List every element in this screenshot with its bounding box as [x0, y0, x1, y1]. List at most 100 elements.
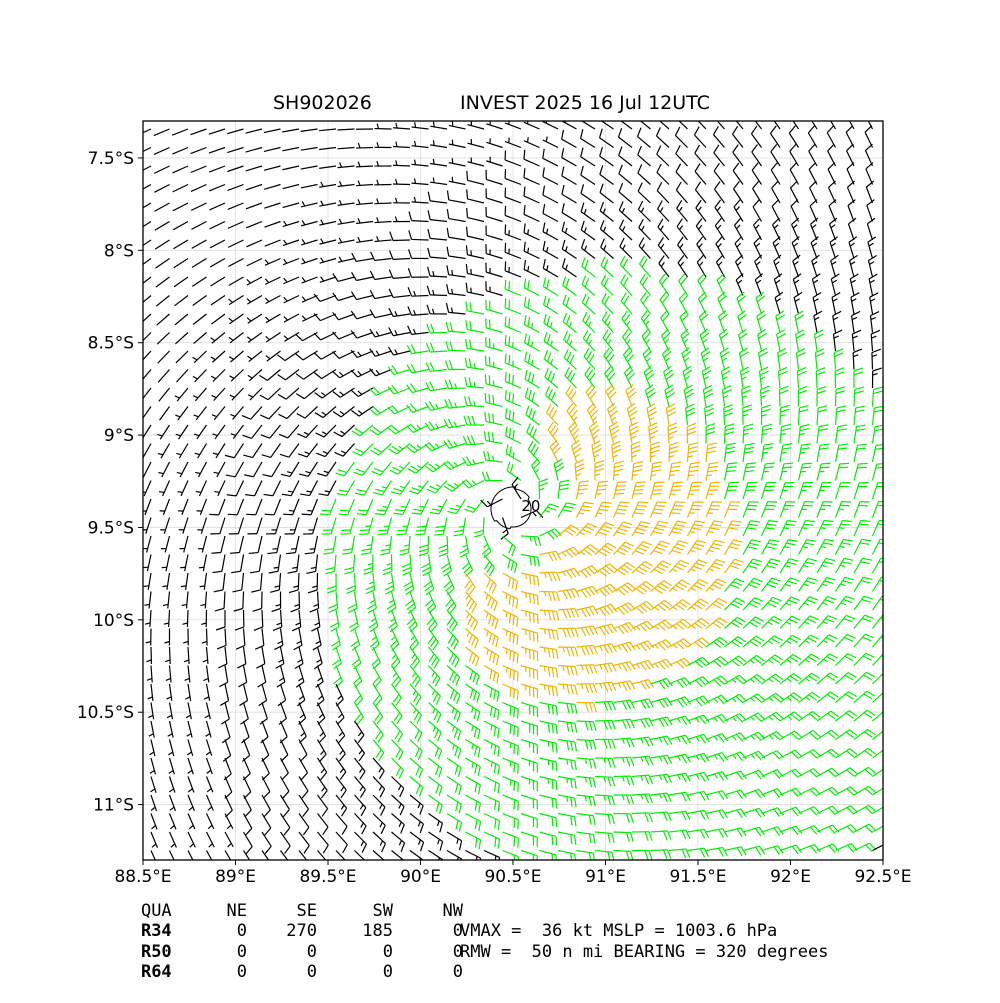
wind-barb [196, 481, 207, 496]
wind-barb [706, 618, 727, 629]
barb-feather [433, 693, 437, 701]
barb-feather [311, 627, 319, 631]
wind-barb [466, 666, 480, 685]
barb-half-feather [622, 208, 624, 213]
barb-feather [859, 524, 868, 525]
wind-barb [703, 385, 713, 406]
wind-barb [229, 314, 244, 324]
wind-barb [612, 441, 621, 462]
wind-barb [264, 148, 281, 152]
barb-feather [375, 489, 384, 491]
barb-half-feather [414, 197, 415, 202]
wind-barb [251, 573, 262, 592]
wind-barb [544, 332, 558, 351]
barb-feather [407, 345, 411, 353]
barb-shaft [225, 684, 229, 701]
wind-barb [214, 481, 225, 496]
barb-feather [608, 664, 612, 672]
barb-shaft [258, 536, 262, 553]
barb-feather [656, 127, 660, 136]
barb-shaft [528, 449, 539, 462]
barb-half-feather [376, 331, 379, 335]
barb-feather [815, 330, 823, 334]
barb-shaft [524, 141, 540, 148]
wind-barb [725, 443, 736, 462]
barb-shaft [854, 596, 864, 610]
barb-feather [749, 585, 758, 588]
barb-half-feather [661, 262, 664, 266]
barb-feather [428, 636, 434, 644]
barb-half-feather [718, 225, 721, 229]
barb-shaft [524, 270, 539, 277]
barb-shaft [373, 666, 381, 681]
barb-half-feather [321, 258, 324, 262]
barb-feather [370, 429, 378, 435]
wind-barb [241, 703, 249, 725]
barb-shaft [364, 481, 373, 496]
barb-shaft [244, 666, 247, 683]
barb-shaft [219, 499, 225, 515]
barb-feather [816, 353, 825, 357]
barb-feather [338, 514, 347, 515]
barb-feather [649, 411, 657, 416]
wind-barb [651, 541, 670, 554]
wind-barb [449, 158, 466, 166]
barb-shaft [651, 620, 666, 628]
barb-shaft [148, 573, 151, 590]
wind-barb [244, 462, 262, 477]
barb-feather [641, 292, 647, 300]
wind-barb [688, 560, 708, 573]
wind-barb [453, 518, 465, 536]
barb-shaft [725, 675, 740, 684]
wind-barb [308, 573, 317, 593]
barb-feather [534, 613, 535, 622]
wind-barb [356, 218, 373, 223]
wind-barb [331, 629, 340, 651]
wind-barb [338, 129, 355, 130]
wind-barb [873, 577, 891, 591]
barb-feather [676, 164, 681, 172]
wind-barb [592, 441, 602, 462]
barb-shaft [799, 635, 811, 647]
barb-shaft [715, 226, 724, 240]
wind-barb [338, 257, 355, 262]
barb-feather [828, 144, 835, 151]
barb-feather [619, 506, 628, 507]
wind-barb [217, 629, 226, 649]
wind-barb [145, 610, 151, 627]
wind-barb [236, 629, 245, 650]
barb-shaft [558, 525, 571, 536]
barb-feather [393, 489, 402, 492]
wind-barb [154, 129, 170, 136]
wind-barb [370, 310, 391, 318]
wind-barb [393, 142, 410, 148]
wind-barb [375, 161, 392, 166]
barb-feather [342, 553, 351, 554]
wind-barb [172, 166, 188, 173]
wind-barb [449, 177, 466, 185]
barb-feather [571, 685, 573, 694]
barb-shaft [430, 182, 447, 184]
barb-half-feather [302, 258, 305, 262]
wind-barb [229, 333, 244, 343]
barb-feather [695, 623, 703, 628]
wind-barb [311, 610, 319, 631]
barb-feather [548, 667, 549, 676]
wind-barb [773, 237, 780, 259]
wind-barb [146, 629, 151, 646]
wind-barb [314, 333, 336, 340]
barb-feather [880, 539, 889, 540]
wind-barb [370, 629, 379, 651]
barb-feather [549, 407, 554, 415]
barb-shaft [244, 647, 246, 664]
barb-feather [825, 619, 834, 623]
barb-half-feather [167, 715, 172, 717]
wind-barb [230, 370, 244, 382]
wind-barb [540, 504, 559, 518]
barb-feather [355, 428, 363, 433]
wind-barb [684, 385, 694, 406]
barb-feather [552, 611, 554, 620]
barb-half-feather [248, 375, 252, 378]
barb-feather [671, 466, 680, 468]
barb-feather [806, 521, 815, 522]
